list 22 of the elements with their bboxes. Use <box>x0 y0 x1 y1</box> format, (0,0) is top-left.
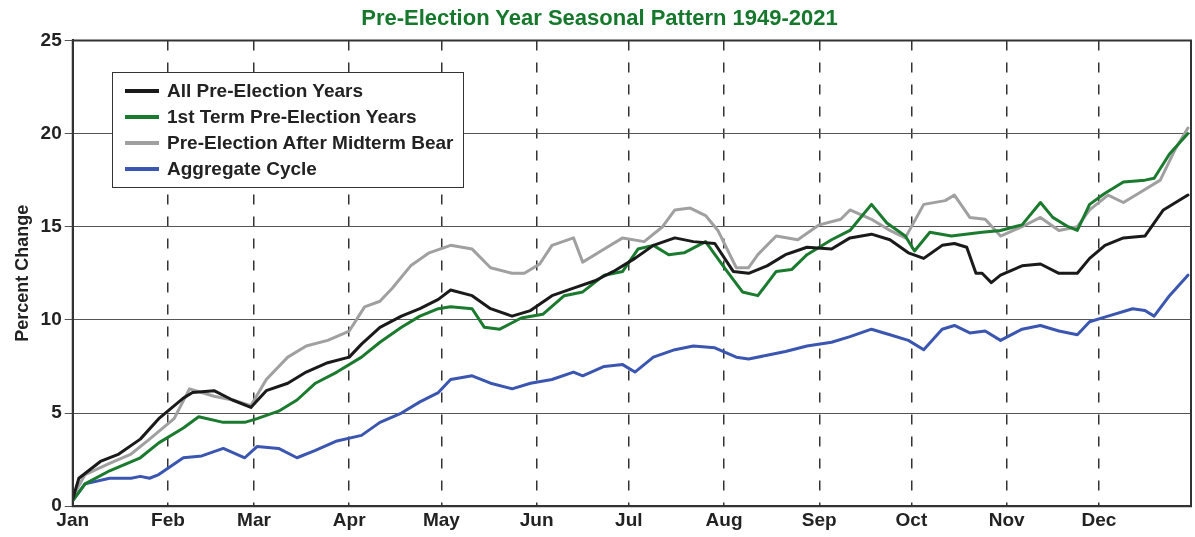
x-tick-label: Dec <box>1081 508 1117 530</box>
y-tick-label: 20 <box>40 121 62 143</box>
x-tick-label: May <box>422 508 461 530</box>
chart-title: Pre-Election Year Seasonal Pattern 1949-2021 <box>361 5 838 31</box>
y-tick-label: 10 <box>40 308 62 330</box>
x-tick-label: Sep <box>801 508 837 530</box>
x-tick-label: Mar <box>237 508 272 530</box>
x-tick-label: Jul <box>615 508 643 530</box>
y-axis-title: Percent Change <box>11 204 32 342</box>
x-tick-label: Apr <box>332 508 367 530</box>
y-tick-label: 15 <box>40 214 63 236</box>
x-tick-label: Jun <box>519 508 554 530</box>
legend-label: 1st Term Pre-Election Years <box>167 106 417 128</box>
legend-label: Pre-Election After Midterm Bear <box>167 132 454 154</box>
y-tick-label: 25 <box>40 28 63 50</box>
x-tick-label: Oct <box>895 508 928 530</box>
y-tick-label: 5 <box>51 401 63 423</box>
x-tick-label: Aug <box>705 508 743 530</box>
x-tick-label: Nov <box>988 508 1026 530</box>
x-tick-label: Feb <box>151 508 185 530</box>
legend-label: All Pre-Election Years <box>167 80 364 102</box>
legend-label: Aggregate Cycle <box>167 158 317 180</box>
